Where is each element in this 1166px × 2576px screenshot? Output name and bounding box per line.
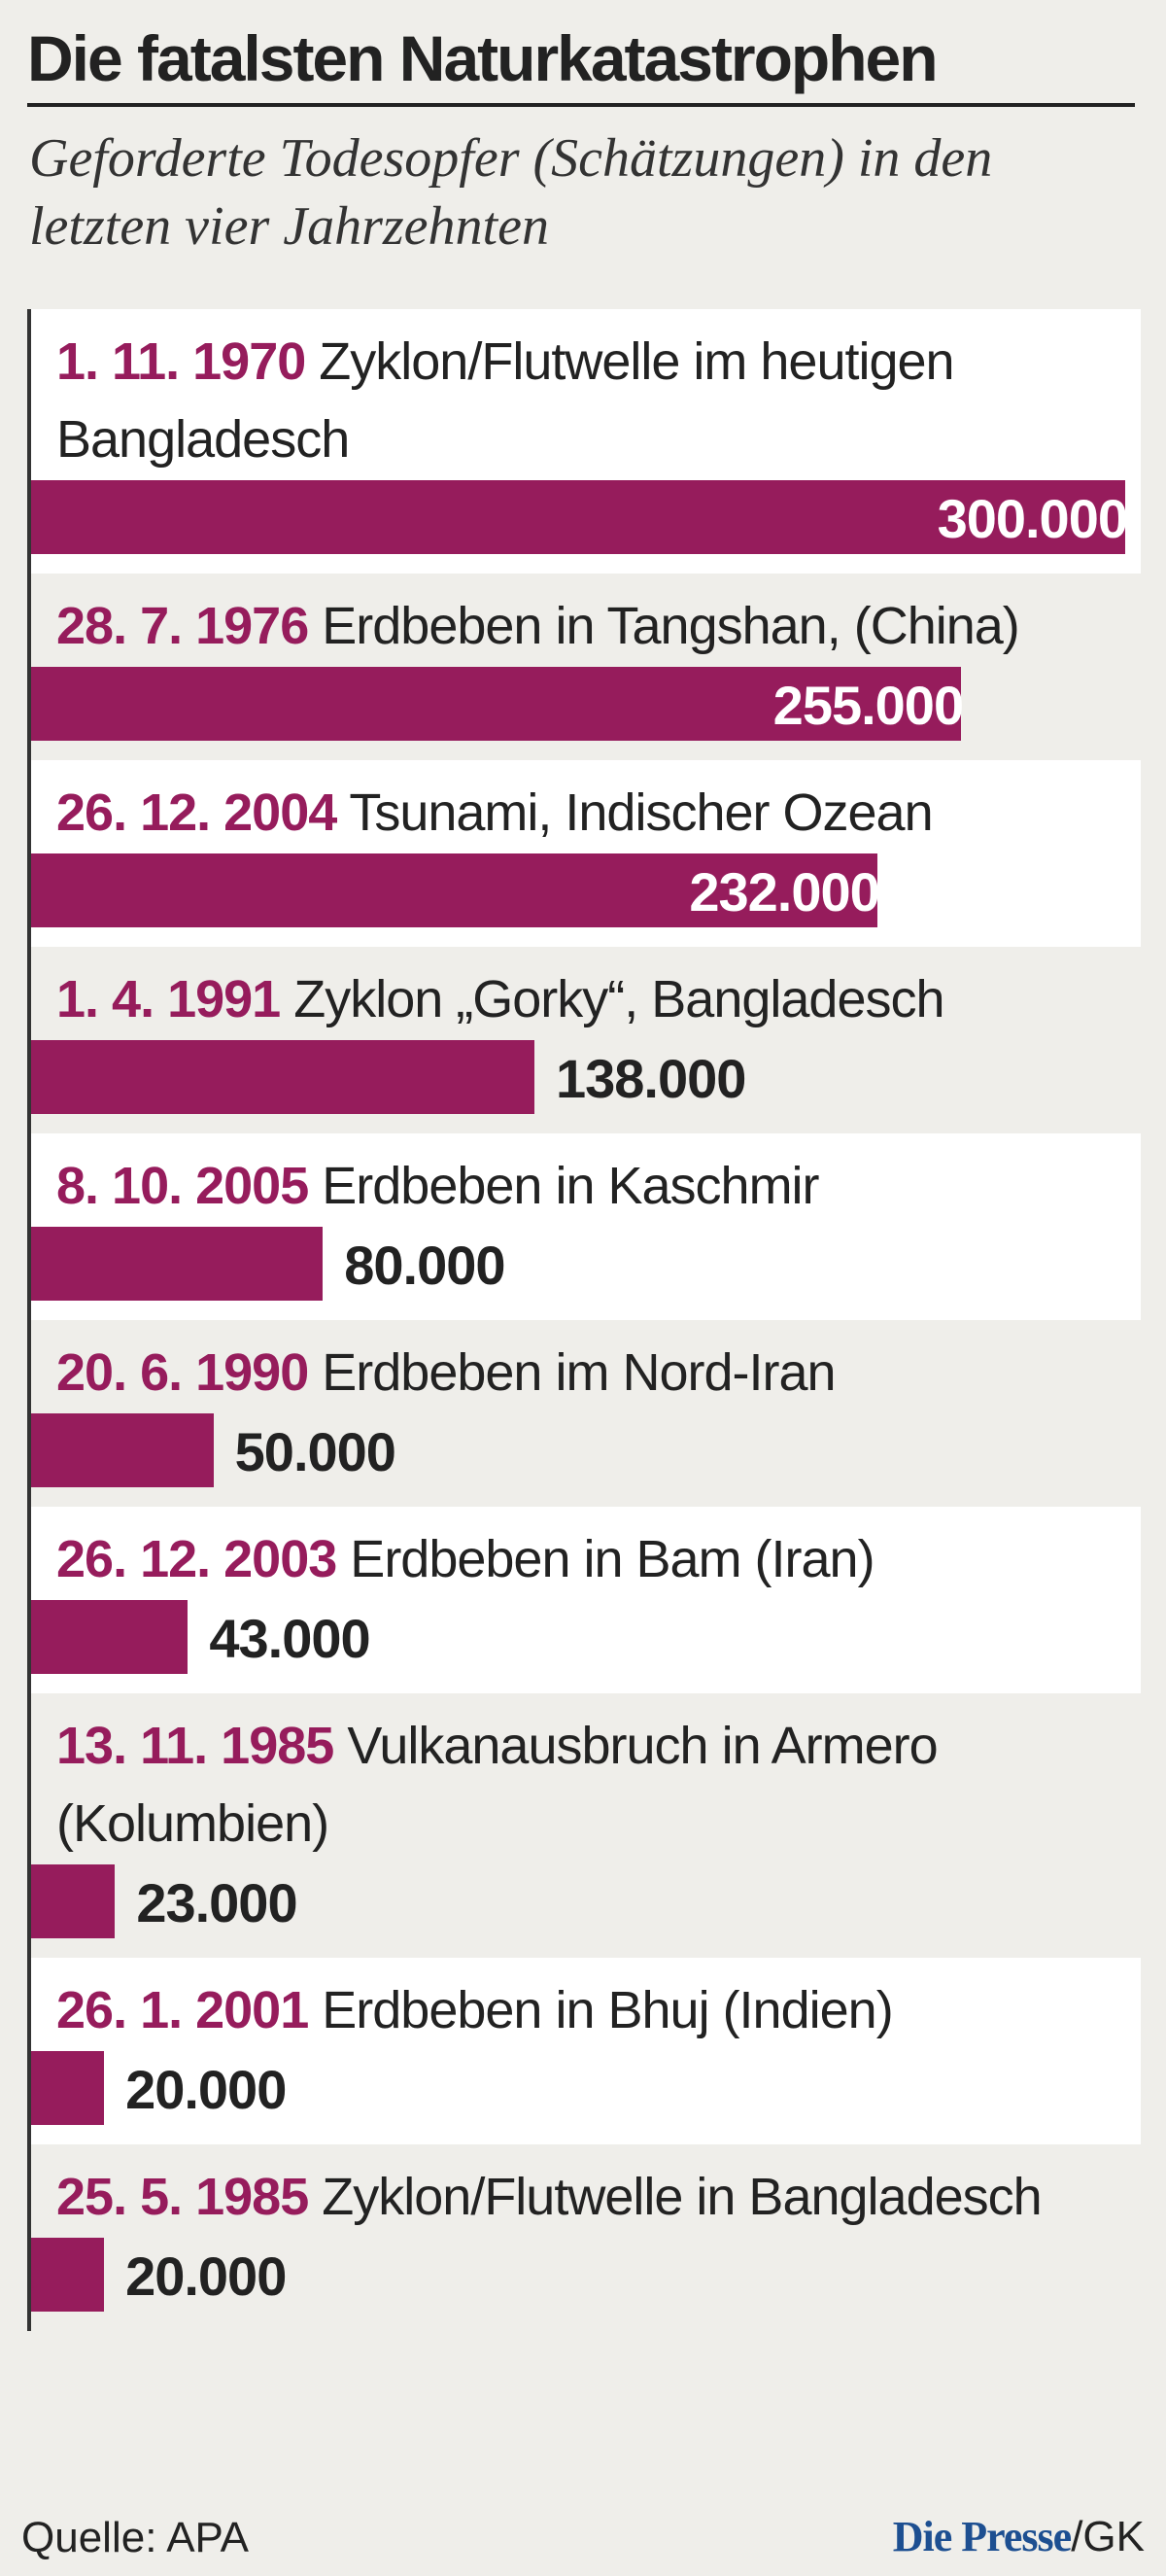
value-label: 20.000 <box>125 2059 287 2120</box>
row: 20. 6. 1990 Erdbeben im Nord-Iran 50.000 <box>31 1320 1141 1507</box>
value-label: 138.000 <box>555 1048 746 1109</box>
bar-line: 23.000 <box>31 1864 1141 1938</box>
description: Erdbeben im Nord-Iran <box>322 1343 836 1402</box>
row: 25. 5. 1985 Zyklon/Flutwelle in Banglade… <box>31 2144 1141 2331</box>
bar <box>31 1600 189 1674</box>
bar <box>31 853 877 927</box>
bar <box>31 1227 324 1301</box>
bar-line: 300.000 <box>31 480 1141 554</box>
description: Erdbeben in Bam (Iran) <box>350 1530 874 1588</box>
row: 26. 1. 2001 Erdbeben in Bhuj (Indien) 20.… <box>31 1958 1141 2144</box>
row-label: 26. 12. 2003 Erdbeben in Bam (Iran) <box>31 1520 1141 1598</box>
source: Quelle: APA <box>21 2514 249 2561</box>
description: Erdbeben in Bhuj (Indien) <box>322 1981 893 2039</box>
value-label: 232.000 <box>689 861 879 922</box>
description: Erdbeben in Kaschmir <box>322 1157 819 1215</box>
description: Vulkanausbruch in Armero (Kolumbien) <box>56 1717 939 1853</box>
bar-line: 20.000 <box>31 2051 1141 2125</box>
date: 26. 12. 2004 <box>56 783 337 842</box>
description: Zyklon „Gorky“, Bangladesch <box>293 970 944 1028</box>
description: Zyklon/Flutwelle im heutigen Bangladesch <box>56 332 955 469</box>
date: 28. 7. 1976 <box>56 597 309 655</box>
date: 13. 11. 1985 <box>56 1717 334 1775</box>
description: Tsunami, Indischer Ozean <box>349 783 933 842</box>
bar-line: 255.000 <box>31 667 1141 741</box>
value-label: 43.000 <box>209 1608 370 1669</box>
bar <box>31 1864 116 1938</box>
row-label: 1. 4. 1991 Zyklon „Gorky“, Bangladesch <box>31 960 1141 1038</box>
bar-line: 43.000 <box>31 1600 1141 1674</box>
date: 20. 6. 1990 <box>56 1343 309 1402</box>
bar <box>31 2238 105 2312</box>
credit-box: Die Presse/GK <box>893 2512 1145 2561</box>
bar-line: 20.000 <box>31 2238 1141 2312</box>
value-label: 50.000 <box>234 1421 396 1482</box>
row: 26. 12. 2003 Erdbeben in Bam (Iran) 43.00… <box>31 1507 1141 1693</box>
bar-line: 232.000 <box>31 853 1141 927</box>
row: 8. 10. 2005 Erdbeben in Kaschmir 80.000 <box>31 1133 1141 1320</box>
date: 25. 5. 1985 <box>56 2168 309 2226</box>
chart-title: Die fatalsten Naturkatastrophen <box>27 14 1135 107</box>
date: 26. 1. 2001 <box>56 1981 309 2039</box>
bar <box>31 480 1125 554</box>
row: 1. 4. 1991 Zyklon „Gorky“, Bangladesch 13… <box>31 947 1141 1133</box>
date: 1. 4. 1991 <box>56 970 281 1028</box>
footer: Quelle: APA Die Presse/GK <box>0 2500 1166 2576</box>
row-label: 28. 7. 1976 Erdbeben in Tangshan, (China… <box>31 587 1141 665</box>
date: 8. 10. 2005 <box>56 1157 309 1215</box>
bar <box>31 2051 105 2125</box>
row: 1. 11. 1970 Zyklon/Flutwelle im heutigen… <box>31 309 1141 574</box>
date: 1. 11. 1970 <box>56 332 306 391</box>
date: 26. 12. 2003 <box>56 1530 337 1588</box>
row-label: 20. 6. 1990 Erdbeben im Nord-Iran <box>31 1334 1141 1411</box>
brand: Die Presse <box>892 2513 1072 2560</box>
row-label: 8. 10. 2005 Erdbeben in Kaschmir <box>31 1147 1141 1225</box>
description: Erdbeben in Tangshan, (China) <box>322 597 1020 655</box>
value-label: 23.000 <box>136 1872 297 1933</box>
value-label: 20.000 <box>125 2245 287 2307</box>
row: 26. 12. 2004 Tsunami, Indischer Ozean 232… <box>31 760 1141 947</box>
chart-subtitle: Geforderte Todesopfer (Schätzungen) in d… <box>29 128 993 257</box>
row-label: 25. 5. 1985 Zyklon/Flutwelle in Banglade… <box>31 2158 1141 2236</box>
row: 13. 11. 1985 Vulkanausbruch in Armero (K… <box>31 1693 1141 1958</box>
description: Zyklon/Flutwelle in Bangladesch <box>322 2168 1042 2226</box>
row-label: 26. 12. 2004 Tsunami, Indischer Ozean <box>31 774 1141 852</box>
row: 28. 7. 1976 Erdbeben in Tangshan, (China… <box>31 574 1141 760</box>
value-label: 255.000 <box>772 675 964 736</box>
row-label: 1. 11. 1970 Zyklon/Flutwelle im heutigen… <box>31 323 1141 478</box>
credit: /GK <box>1071 2513 1145 2560</box>
bar-line: 50.000 <box>31 1413 1141 1487</box>
value-label: 300.000 <box>937 488 1128 549</box>
bar <box>31 667 962 741</box>
bar-line: 138.000 <box>31 1040 1141 1114</box>
bar <box>31 1040 534 1114</box>
value-label: 80.000 <box>344 1235 505 1296</box>
row-label: 13. 11. 1985 Vulkanausbruch in Armero (K… <box>31 1707 1141 1862</box>
bar <box>31 1413 214 1487</box>
bar-line: 80.000 <box>31 1227 1141 1301</box>
row-label: 26. 1. 2001 Erdbeben in Bhuj (Indien) <box>31 1971 1141 2049</box>
rows: 1. 11. 1970 Zyklon/Flutwelle im heutigen… <box>27 309 1141 2331</box>
